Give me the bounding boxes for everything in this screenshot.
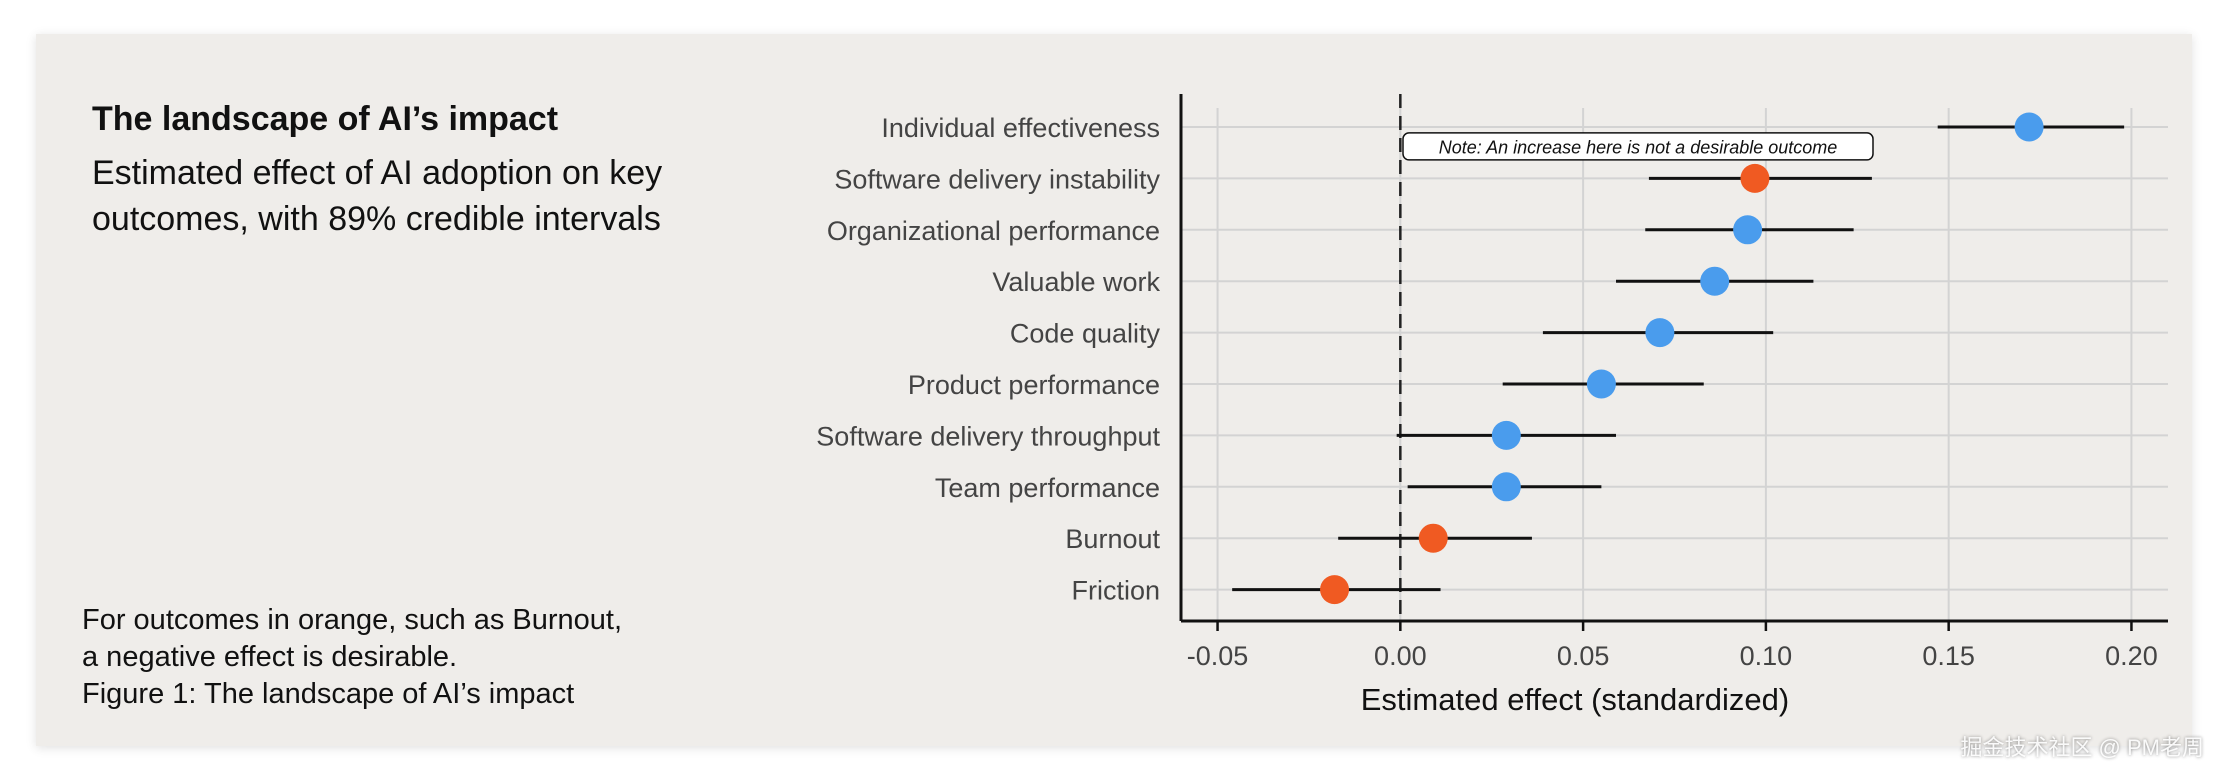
x-tick-label: 0.15	[1922, 641, 1975, 671]
category-label: Burnout	[1065, 524, 1160, 554]
x-tick-label: 0.00	[1374, 641, 1427, 671]
x-axis-label: Estimated effect (standardized)	[1361, 682, 1789, 717]
x-tick-label: 0.20	[2105, 641, 2158, 671]
estimate-point	[1586, 369, 1616, 399]
category-label: Software delivery instability	[834, 164, 1160, 194]
category-label: Code quality	[1010, 319, 1161, 349]
category-label: Organizational performance	[827, 216, 1160, 246]
estimate-point	[1418, 523, 1448, 553]
estimate-point	[1645, 318, 1675, 348]
category-label: Valuable work	[992, 267, 1160, 297]
x-tick-label: -0.05	[1187, 641, 1249, 671]
estimate-point	[1740, 163, 1770, 193]
note-line: For outcomes in orange, such as Burnout,	[82, 604, 623, 636]
figure-caption: Figure 1: The landscape of AI’s impact	[82, 678, 575, 710]
estimate-point	[1491, 472, 1521, 502]
category-label: Team performance	[935, 473, 1160, 503]
note-annotation-box	[1402, 132, 1874, 161]
figure-subtitle: Estimated effect of AI adoption on key o…	[92, 154, 663, 238]
estimate-point	[1320, 575, 1350, 605]
watermark: 掘金技术社区 @ PM老周	[1960, 735, 2204, 760]
category-label: Software delivery throughput	[816, 421, 1160, 451]
category-label: Friction	[1071, 576, 1160, 606]
estimate-point	[1700, 266, 1730, 296]
estimate-point	[2014, 112, 2044, 142]
estimate-point	[1733, 215, 1763, 245]
category-label: Individual effectiveness	[881, 113, 1160, 143]
estimate-point	[1491, 420, 1521, 450]
figure-notes: For outcomes in orange, such as Burnout,…	[82, 602, 622, 713]
x-tick-label: 0.05	[1557, 641, 1610, 671]
note-annotation-text: Note: An increase here is not a desirabl…	[1439, 137, 1838, 157]
figure-title: The landscape of AI’s impact	[92, 100, 559, 138]
category-label: Product performance	[908, 370, 1160, 400]
note-line: a negative effect is desirable.	[82, 641, 458, 673]
x-tick-label: 0.10	[1740, 641, 1793, 671]
